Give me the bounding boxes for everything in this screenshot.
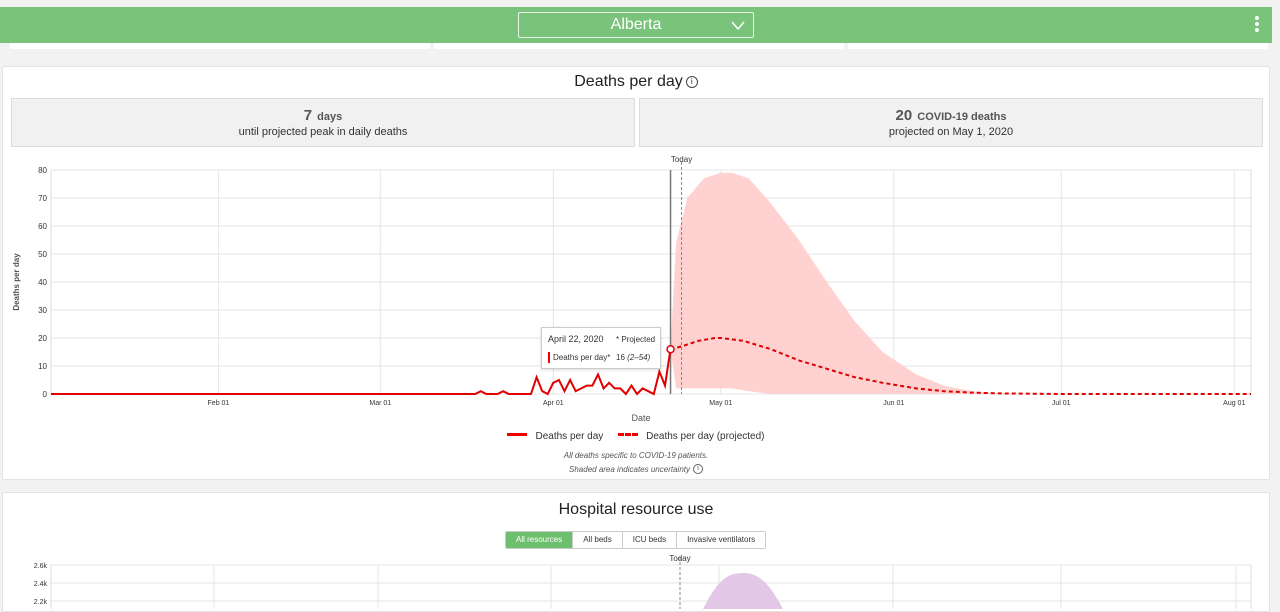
tooltip-series-name: Deaths per day* [553,353,611,362]
uncertainty-band [670,172,1251,394]
x-tick-label: Mar 01 [369,400,391,407]
y-tick-label: 80 [38,166,47,175]
tooltip-projected-tag: * Projected [616,335,656,344]
hospital-resource-card: Hospital resource use All resources All … [2,492,1270,612]
legend-deaths-per-day[interactable]: Deaths per day [507,431,603,442]
legend-deaths-projected[interactable]: Deaths per day (projected) [618,431,765,442]
series-deaths-projected [670,337,1251,395]
y-tick-label: 30 [38,306,47,315]
x-tick-label: Feb 01 [208,400,230,407]
peak-days-unit: days [317,111,343,123]
deaths-per-day-card: Deaths per day i 7 days until projected p… [2,66,1270,480]
region-select-label: Alberta [610,16,662,33]
x-tick-label: Aug 01 [1223,400,1245,407]
projected-deaths-number: 20 [895,107,913,124]
legend-dashed-line [618,433,639,436]
hospital-card-title: Hospital resource use [558,501,714,518]
legend-projected-label: Deaths per day (projected) [646,431,765,442]
y-tick-label: 0 [43,390,48,399]
summary-strip-left [10,43,430,49]
peak-stat-box: 7 days until projected peak in daily dea… [11,98,635,147]
footnote-uncertainty-text: Shaded area indicates uncertainty [569,465,690,474]
y-tick-label: 40 [38,278,47,287]
hospital-y-tick-label: 2.6k [34,563,48,570]
chevron-down-icon [731,21,745,31]
kebab-menu-icon[interactable] [1250,15,1264,35]
y-tick-label: 70 [38,194,47,203]
tab-invasive-ventilators[interactable]: Invasive ventilators [676,532,766,548]
hospital-resource-chart: 2.6k 2.4k 2.2k Today [34,554,1252,609]
uncertainty-info-icon[interactable]: i [692,464,703,474]
hospital-today-label: Today [669,554,690,563]
deaths-title-text: Deaths per day [574,73,683,90]
series-deaths-per-day [51,349,672,396]
x-axis-title: Date [631,413,650,423]
summary-strip-middle [434,43,844,49]
peak-caption: until projected peak in daily deaths [238,126,408,138]
tooltip-value: 16 [616,353,625,362]
footnote-deaths: All deaths specific to COVID-19 patients… [563,451,709,460]
chart-tooltip: April 22, 2020 * Projected Deaths per da… [541,327,661,369]
summary-strip-right [848,43,1268,49]
y-tick-label: 10 [38,362,47,371]
tab-icu-beds[interactable]: ICU beds [621,532,677,548]
y-axis-title: Deaths per day [12,253,21,311]
top-bar: Alberta [0,7,1272,43]
x-tick-label: Apr 01 [543,400,564,407]
today-label: Today [671,155,692,164]
projected-deaths-caption: projected on May 1, 2020 [888,126,1014,138]
tooltip-date: April 22, 2020 [548,334,604,344]
hospital-y-tick-label: 2.4k [34,581,48,588]
hospital-y-tick-label: 2.2k [34,599,48,606]
tooltip-series-swatch [548,352,550,363]
region-select[interactable]: Alberta [518,12,754,38]
deaths-per-day-chart: 0 10 20 30 40 50 60 70 80 Feb 01 Mar 01 Apr 01 May 0… [12,155,1252,423]
tab-all-resources[interactable]: All resources [506,532,573,548]
x-tick-label: Jul 01 [1052,400,1071,407]
legend-deaths-label: Deaths per day [535,431,604,442]
legend-solid-line [507,433,528,436]
x-tick-label: Jun 01 [883,400,904,407]
footnote-uncertainty: Shaded area indicates uncertainty i [3,464,1269,474]
info-icon[interactable]: i [685,76,698,88]
y-tick-label: 60 [38,222,47,231]
y-tick-label: 50 [38,250,47,259]
hover-point [666,344,675,354]
peak-days-number: 7 [303,107,313,124]
projected-deaths-unit: COVID-19 deaths [917,111,1007,123]
tooltip-range: (2–54) [627,353,651,362]
y-tick-label: 20 [38,334,47,343]
x-tick-label: May 01 [709,400,732,407]
deaths-legend: Deaths per day Deaths per day (projected… [3,431,1269,442]
deaths-card-title: Deaths per day i [3,73,1269,91]
deaths-stat-box: 20 COVID-19 deaths projected on May 1, 2… [639,98,1263,147]
resource-tabs: All resources All beds ICU beds Invasive… [505,531,767,549]
tab-all-beds[interactable]: All beds [572,532,622,548]
hospital-plot-area [50,564,1252,609]
